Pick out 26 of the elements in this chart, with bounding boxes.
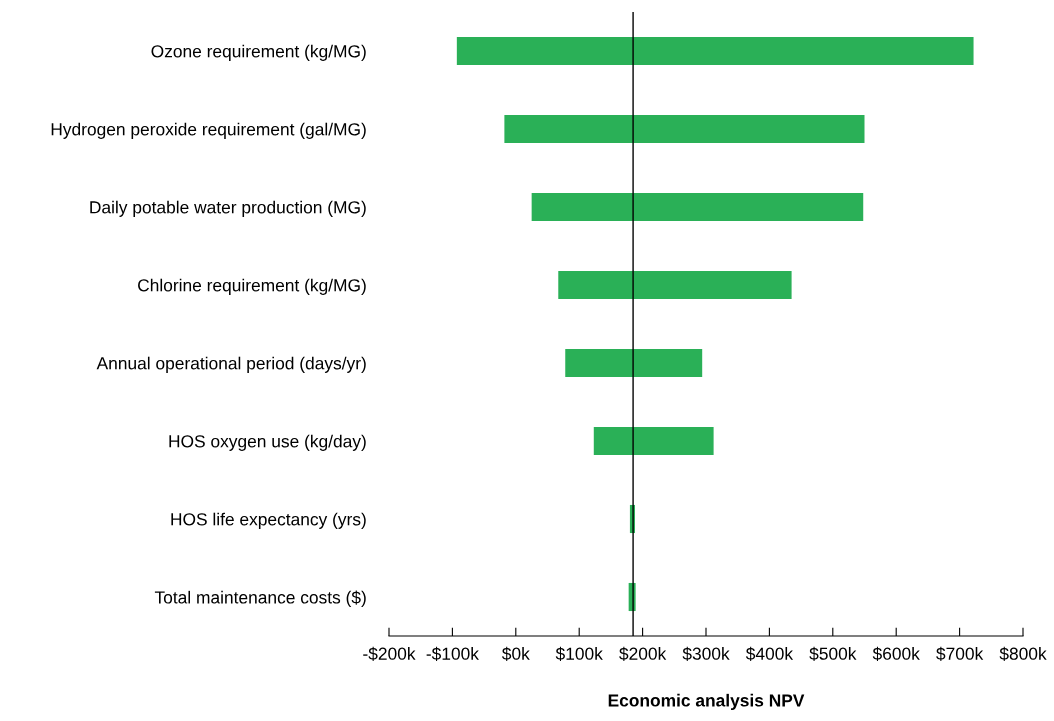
x-tick-label: -$200k xyxy=(363,646,416,661)
x-tick-label: $100k xyxy=(555,646,603,661)
x-tick-label: $800k xyxy=(999,646,1047,661)
bar xyxy=(593,426,714,456)
bar xyxy=(565,348,703,378)
x-tick-label: $300k xyxy=(682,646,730,661)
y-tick-label: Total maintenance costs ($) xyxy=(154,590,366,608)
y-tick-label: Chlorine requirement (kg/MG) xyxy=(138,278,366,295)
x-tick-label: $500k xyxy=(809,646,857,661)
y-tick-label: Ozone requirement (kg/MG) xyxy=(151,44,366,61)
y-tick-label: Annual operational period (days/yr) xyxy=(96,356,366,373)
y-tick-label: Daily potable water production (MG) xyxy=(90,200,366,217)
bar xyxy=(531,192,864,222)
y-tick-label: HOS oxygen use (kg/day) xyxy=(169,434,366,451)
x-tick-label: $700k xyxy=(936,646,984,661)
x-tick-label: -$100k xyxy=(426,646,479,661)
x-tick-label: $200k xyxy=(619,646,667,661)
bar xyxy=(504,114,865,144)
bar xyxy=(558,270,792,300)
y-tick-label: HOS life expectancy (yrs) xyxy=(171,512,366,529)
x-tick-label: $0k xyxy=(501,646,530,661)
x-tick-label: $600k xyxy=(872,646,920,661)
x-tick-label: $400k xyxy=(745,646,794,661)
bar xyxy=(456,36,974,66)
x-axis-title: Economic analysis NPV xyxy=(608,693,805,711)
y-tick-label: Hydrogen peroxide requirement (gal/MG) xyxy=(51,122,366,139)
